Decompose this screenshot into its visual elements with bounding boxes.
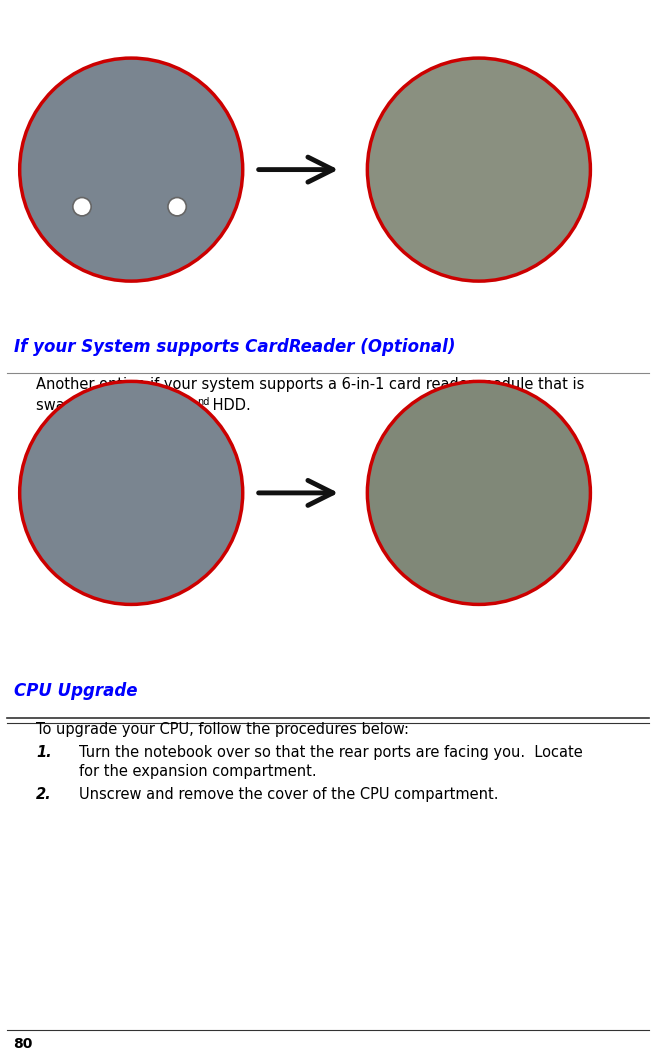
Text: 1.: 1.	[36, 745, 52, 760]
Text: HDD.: HDD.	[208, 399, 251, 413]
Ellipse shape	[168, 197, 186, 216]
Text: To upgrade your CPU, follow the procedures below:: To upgrade your CPU, follow the procedur…	[36, 722, 409, 737]
Ellipse shape	[20, 58, 243, 281]
Text: Another option if your system supports a 6-in-1 card reader module that is: Another option if your system supports a…	[36, 377, 584, 392]
Text: If your System supports CardReader (Optional): If your System supports CardReader (Opti…	[14, 338, 456, 356]
Ellipse shape	[367, 382, 590, 604]
Text: for the expansion compartment.: for the expansion compartment.	[79, 764, 316, 779]
Text: nd: nd	[197, 398, 209, 407]
Text: 2.: 2.	[36, 788, 52, 802]
Text: Turn the notebook over so that the rear ports are facing you.  Locate: Turn the notebook over so that the rear …	[79, 745, 583, 760]
Text: 80: 80	[13, 1037, 33, 1050]
Text: swappable with the 2: swappable with the 2	[36, 399, 194, 413]
Text: Unscrew and remove the cover of the CPU compartment.: Unscrew and remove the cover of the CPU …	[79, 788, 498, 802]
Text: CPU Upgrade: CPU Upgrade	[14, 682, 138, 700]
Ellipse shape	[20, 382, 243, 604]
Ellipse shape	[367, 58, 590, 281]
Ellipse shape	[73, 197, 91, 216]
